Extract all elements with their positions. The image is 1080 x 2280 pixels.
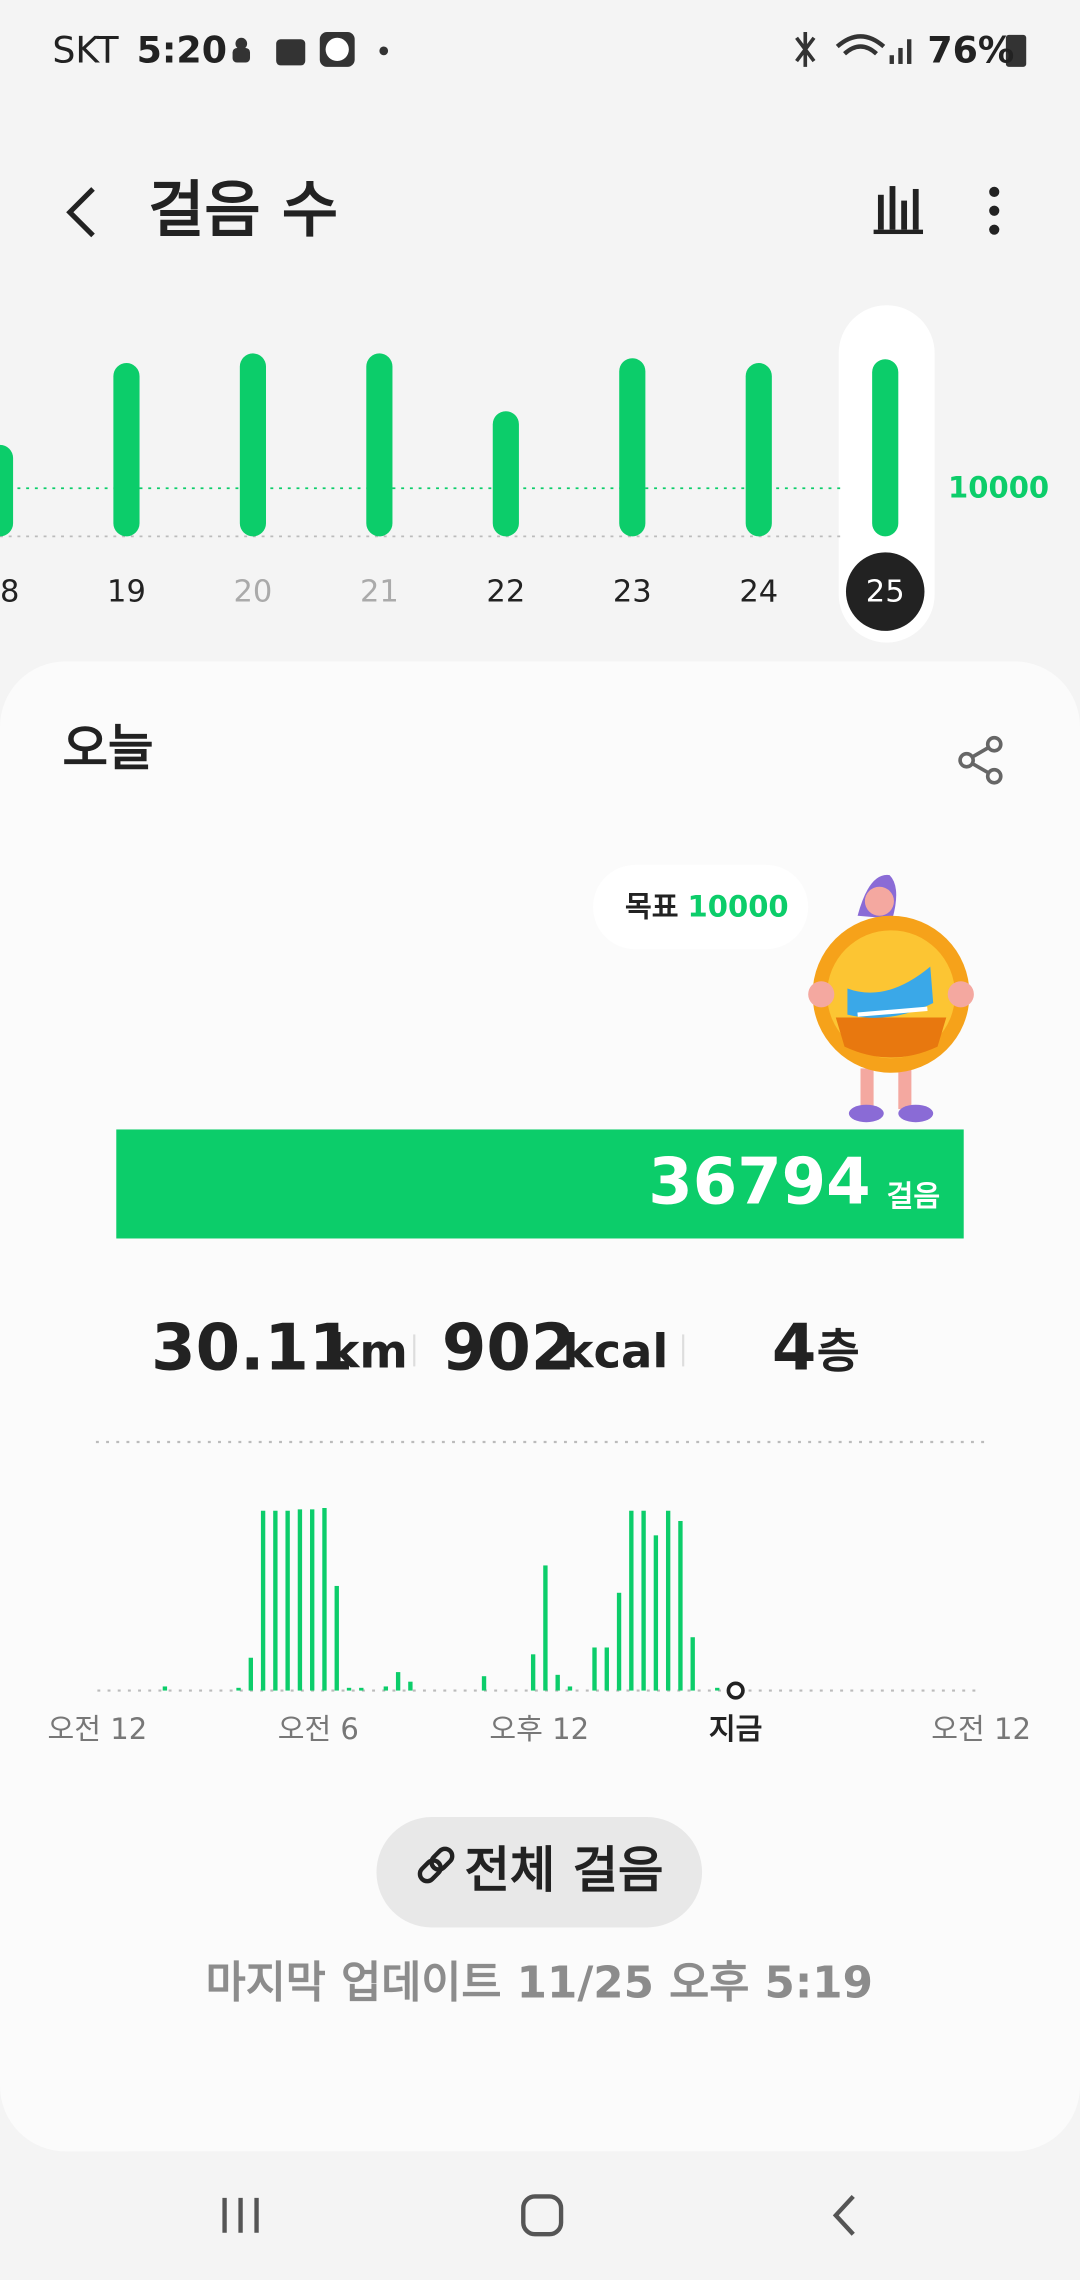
time-label: 오전 12 [48,1712,148,1746]
time-label: 오전 12 [931,1712,1031,1746]
interval-bar [604,1647,609,1691]
interval-bar [383,1686,389,1691]
calories-value: 902 [442,1311,575,1385]
floors-unit: 층 [817,1324,860,1378]
interval-bar [665,1510,671,1691]
interval-bar [334,1585,339,1691]
day-label: 23 [613,575,652,610]
interval-bar [395,1672,401,1691]
interval-bar [359,1687,364,1691]
goal-line-label: 10000 [948,471,1049,505]
day-label: 21 [360,575,399,610]
interval-bar [641,1510,646,1691]
nav-recents[interactable] [222,2197,259,2233]
chart-view-button[interactable] [873,186,924,235]
interval-bar [162,1686,168,1691]
interval-bar [653,1535,659,1691]
page-title: 걸음 수 [148,174,338,245]
floors-value: 4 [772,1311,816,1385]
day-label: 22 [486,575,525,610]
day-label: 20 [233,575,272,610]
interval-bar [555,1674,560,1691]
day-bar [239,353,267,537]
interval-bar [481,1676,487,1691]
interval-bar [273,1510,278,1691]
day-label: 25 [866,575,905,610]
card-title: 오늘 [63,719,154,777]
day-bar [745,363,772,537]
time-label: 오후 12 [489,1712,589,1746]
day-bar [872,359,899,537]
hourly-chart: 오전 12 오전 6 오후 12 지금 오전 12 [48,1507,1031,1746]
status-icons [232,31,1027,67]
clock: 5:20 [137,28,227,71]
interval-bar [346,1687,352,1691]
goal-label: 목표 [625,890,678,924]
illustration [808,874,974,1123]
time-label: 오전 6 [278,1712,359,1746]
battery: 76% [927,28,1014,71]
more-button[interactable] [989,186,1000,235]
interval-bar [567,1686,573,1691]
link-icon [417,1846,455,1884]
nav-back[interactable] [832,2194,855,2236]
day-bar [366,353,393,537]
interval-bar [285,1510,290,1691]
all-steps-button[interactable] [376,1817,703,1928]
distance-value: 30.11 [151,1311,353,1385]
interval-bar [715,1687,720,1691]
goal-value: 10000 [688,890,789,924]
day-label: 18 [0,575,19,610]
interval-bar [543,1565,548,1691]
day-label: 19 [107,575,146,610]
interval-bar [530,1654,536,1691]
all-steps-label: 전체 걸음 [464,1841,663,1899]
interval-bar [592,1647,597,1691]
steps-value: 36794 [648,1146,870,1220]
selected-day-marker [845,552,925,631]
interval-bar [408,1681,413,1691]
last-update: 마지막 업데이트 11/25 오후 5:19 [206,1959,873,2009]
interval-bar [236,1687,241,1691]
day-bar [113,363,140,537]
today-progress [116,1129,964,1239]
interval-bar [310,1509,315,1691]
day-bar [619,358,646,537]
steps-bar [116,1129,964,1239]
interval-bar [616,1592,622,1691]
day-bar [492,411,519,537]
interval-bar [629,1510,634,1691]
today-card [0,661,1080,2152]
interval-bar [678,1520,683,1691]
share-button[interactable] [958,735,1003,785]
interval-bar [260,1510,266,1691]
day-label: 24 [739,575,778,610]
day-bar [0,444,14,537]
goal-bubble [593,864,809,950]
calories-unit: kcal [563,1324,669,1378]
interval-bar [248,1657,254,1691]
interval-bar [322,1507,327,1691]
back-button[interactable] [66,187,95,238]
steps-unit: 걸음 [887,1179,940,1213]
carrier: SKT [52,28,119,71]
interval-bar [297,1509,303,1691]
time-label: 지금 [709,1712,762,1746]
distance-unit: km [329,1324,408,1378]
daily-chart: 10000 18 19 20 21 22 23 24 25 [0,305,1049,643]
nav-home[interactable] [521,2194,564,2237]
now-marker [726,1681,745,1700]
interval-bar [690,1637,695,1691]
